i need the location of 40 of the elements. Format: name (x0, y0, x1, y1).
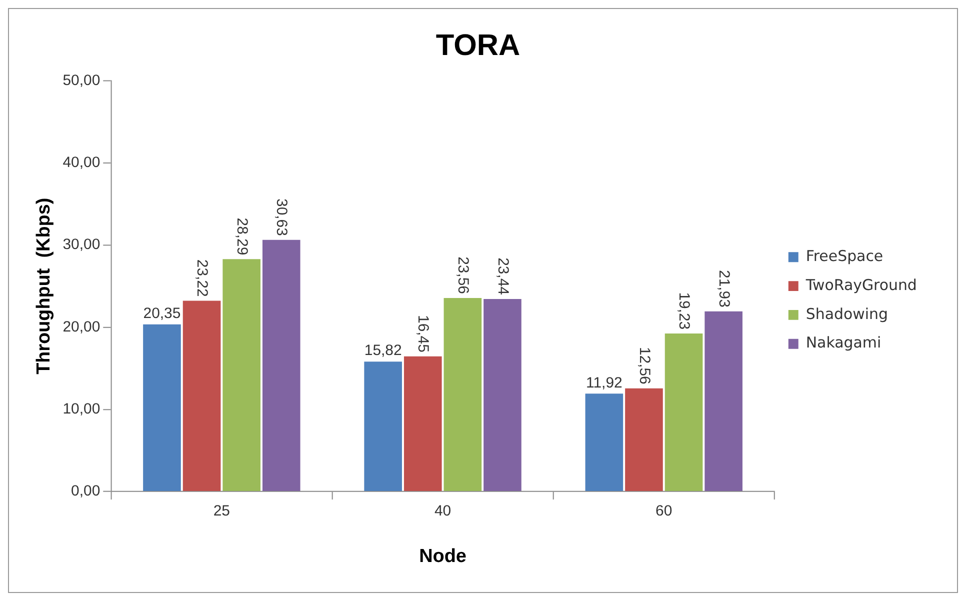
data-label: 19,23 (676, 292, 693, 330)
y-tick-label: 20,00 (62, 318, 100, 336)
data-label: 28,29 (233, 218, 250, 256)
x-axis-title: Node (419, 546, 466, 567)
y-axis-title: Throughput (Kbps) (34, 198, 55, 374)
data-label: 21,93 (715, 270, 732, 308)
x-tick-label: 60 (656, 502, 672, 520)
y-tick-label: 10,00 (62, 400, 100, 418)
bar (664, 334, 703, 492)
chart-title: TORA (436, 29, 520, 62)
data-label: 15,82 (364, 342, 402, 360)
x-tick-label: 25 (213, 502, 230, 520)
data-label: 23,56 (454, 256, 472, 294)
y-tick-label: 40,00 (62, 154, 100, 172)
bar (262, 240, 300, 492)
bar (222, 259, 260, 492)
data-label: 12,56 (636, 347, 653, 384)
bar (444, 298, 482, 492)
bar (364, 362, 402, 492)
legend-label: FreeSpace (806, 247, 884, 266)
data-label: 16,45 (414, 315, 432, 352)
data-label: 11,92 (586, 374, 622, 392)
data-label: 23,22 (194, 259, 211, 297)
bar (404, 356, 442, 492)
y-tick-label: 0,00 (71, 482, 100, 500)
legend-label: Nakagami (806, 334, 882, 352)
data-label: 20,35 (143, 305, 181, 322)
bar (625, 388, 663, 492)
legend-label: TwoRayGround (804, 276, 917, 294)
data-label: 23,44 (494, 258, 512, 295)
y-tick-label: 50,00 (62, 72, 100, 89)
bar (182, 300, 221, 492)
y-tick-label: 30,00 (62, 236, 100, 254)
bar (143, 324, 181, 492)
x-tick-label: 40 (434, 502, 452, 520)
legend-label: Shadowing (806, 304, 888, 323)
bar (484, 298, 522, 492)
data-label: 30,63 (273, 198, 290, 236)
bar (704, 311, 742, 492)
bar (585, 394, 624, 492)
